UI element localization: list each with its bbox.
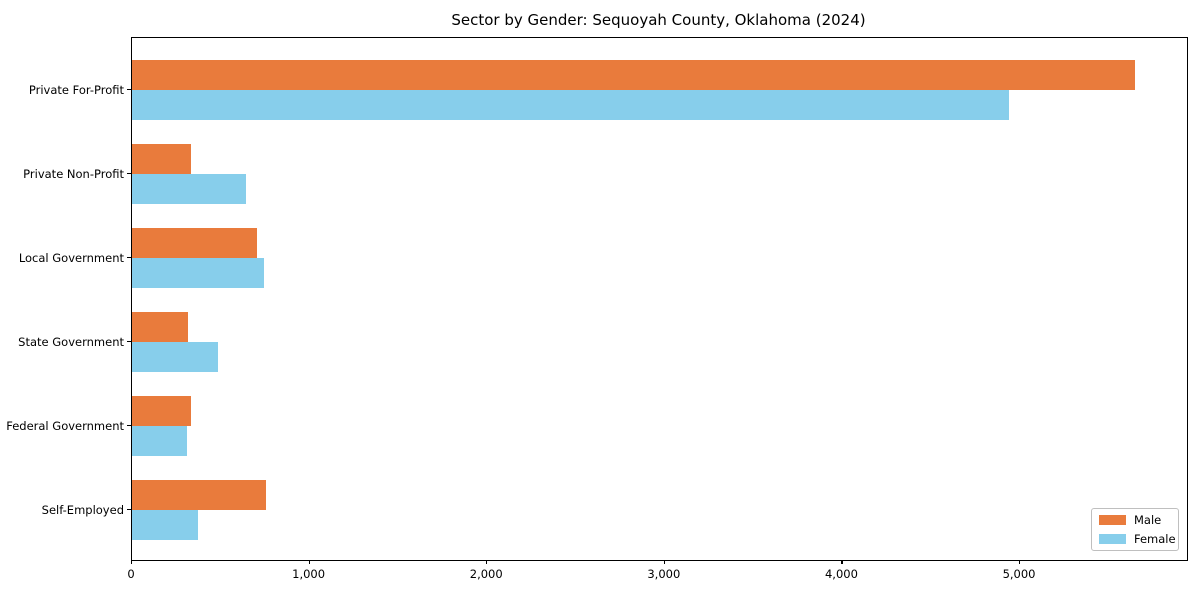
legend: Male Female xyxy=(1091,508,1179,551)
male-series-swatch xyxy=(1099,515,1126,525)
x-tick-mark-5-000 xyxy=(1019,560,1021,564)
plot-area xyxy=(131,37,1188,561)
bar-male-private-for-profit xyxy=(132,60,1136,90)
bar-male-self-employed xyxy=(132,480,267,510)
legend-label-female: Female xyxy=(1134,532,1176,546)
bar-male-state-government xyxy=(132,312,188,342)
x-tick-mark-4-000 xyxy=(841,560,843,564)
y-tick-mark-state-government xyxy=(127,341,131,343)
y-tick-label-state-government: State Government xyxy=(18,335,124,349)
y-tick-label-self-employed: Self-Employed xyxy=(41,503,124,517)
y-tick-mark-private-for-profit xyxy=(127,89,131,91)
y-tick-mark-self-employed xyxy=(127,509,131,511)
y-tick-label-private-for-profit: Private For-Profit xyxy=(28,83,124,97)
y-tick-mark-federal-government xyxy=(127,425,131,427)
x-tick-label-0: 0 xyxy=(127,567,135,581)
x-tick-mark-1-000 xyxy=(308,560,310,564)
bar-female-private-for-profit xyxy=(132,90,1010,120)
y-tick-label-federal-government: Federal Government xyxy=(6,419,124,433)
bar-female-federal-government xyxy=(132,426,188,456)
female-series-swatch xyxy=(1099,534,1126,544)
x-tick-label-5-000: 5,000 xyxy=(1002,567,1036,581)
bar-male-private-non-profit xyxy=(132,144,191,174)
x-tick-mark-3-000 xyxy=(663,560,666,564)
bar-female-self-employed xyxy=(132,510,198,540)
x-tick-label-4-000: 4,000 xyxy=(824,567,858,581)
bar-male-local-government xyxy=(132,228,258,258)
x-tick-label-2-000: 2,000 xyxy=(469,567,503,581)
bar-male-federal-government xyxy=(132,396,191,426)
x-tick-label-1-000: 1,000 xyxy=(292,567,326,581)
legend-label-male: Male xyxy=(1134,513,1162,527)
x-tick-mark-0 xyxy=(131,560,133,564)
x-tick-label-3-000: 3,000 xyxy=(647,567,681,581)
y-tick-label-private-non-profit: Private Non-Profit xyxy=(23,167,124,181)
bar-female-state-government xyxy=(132,342,219,372)
y-tick-mark-private-non-profit xyxy=(127,173,131,175)
legend-item-female: Female xyxy=(1099,532,1176,546)
bar-female-private-non-profit xyxy=(132,174,246,204)
bar-female-local-government xyxy=(132,258,265,288)
y-tick-label-local-government: Local Government xyxy=(18,251,124,265)
legend-item-male: Male xyxy=(1099,513,1171,527)
chart-title: Sector by Gender: Sequoyah County, Oklah… xyxy=(451,11,866,29)
y-tick-mark-local-government xyxy=(127,257,131,259)
x-tick-mark-2-000 xyxy=(486,560,488,564)
